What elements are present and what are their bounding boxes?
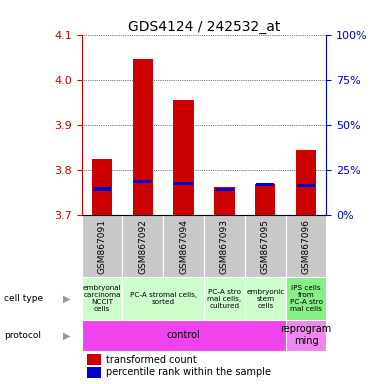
Bar (133, 60, 153, 215)
Bar (122, 215, 163, 277)
Bar (256, 183, 275, 186)
Bar (82, 277, 122, 320)
Bar (86, 354, 101, 365)
Text: ▶: ▶ (63, 293, 70, 304)
Text: IPS cells
from
PC-A stro
mal cells: IPS cells from PC-A stro mal cells (290, 285, 322, 312)
Bar (204, 215, 245, 277)
Bar (286, 320, 326, 351)
Bar (163, 215, 204, 277)
Bar (296, 150, 316, 215)
Bar (215, 188, 234, 191)
Bar (82, 215, 122, 277)
Bar (245, 215, 286, 277)
Bar (86, 367, 101, 378)
Bar (255, 184, 276, 215)
Title: GDS4124 / 242532_at: GDS4124 / 242532_at (128, 20, 280, 33)
Bar (286, 277, 326, 320)
Text: GSM867092: GSM867092 (138, 219, 147, 274)
Text: GSM867093: GSM867093 (220, 219, 229, 274)
Text: embryonal
carcinoma
NCCIT
cells: embryonal carcinoma NCCIT cells (83, 285, 121, 312)
Text: protocol: protocol (4, 331, 41, 340)
Text: PC-A stromal cells,
sorted: PC-A stromal cells, sorted (130, 292, 197, 305)
Text: ▶: ▶ (63, 330, 70, 340)
Text: reprogram
ming: reprogram ming (280, 324, 332, 346)
Bar (122, 277, 204, 320)
Text: GSM867096: GSM867096 (302, 219, 311, 274)
Bar (245, 277, 286, 320)
Text: GSM867094: GSM867094 (179, 219, 188, 274)
Bar (93, 187, 111, 190)
Bar (214, 187, 235, 215)
Bar (174, 100, 194, 215)
Bar (82, 320, 286, 351)
Text: control: control (167, 330, 200, 340)
Bar (92, 159, 112, 215)
Bar (134, 180, 152, 183)
Text: GSM867091: GSM867091 (98, 219, 106, 274)
Text: GSM867095: GSM867095 (261, 219, 270, 274)
Text: PC-A stro
mal cells,
cultured: PC-A stro mal cells, cultured (207, 288, 242, 309)
Text: embryonic
stem
cells: embryonic stem cells (246, 288, 285, 309)
Bar (286, 215, 326, 277)
Text: cell type: cell type (4, 294, 43, 303)
Bar (174, 182, 193, 185)
Text: percentile rank within the sample: percentile rank within the sample (106, 367, 271, 377)
Bar (204, 277, 245, 320)
Text: transformed count: transformed count (106, 354, 197, 364)
Bar (297, 184, 315, 187)
